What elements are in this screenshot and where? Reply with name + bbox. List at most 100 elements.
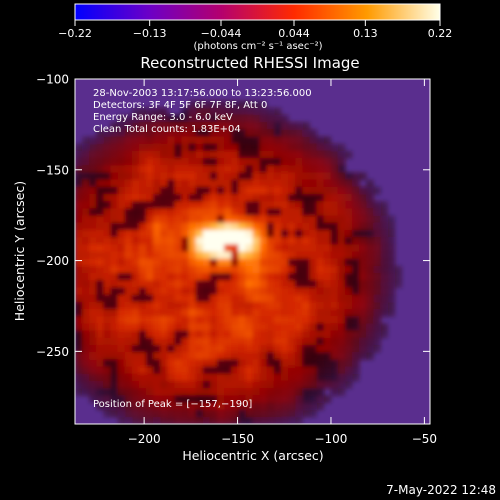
image-pixel	[202, 201, 211, 209]
image-pixel	[195, 194, 204, 202]
image-pixel	[309, 179, 317, 188]
image-pixel	[373, 344, 381, 353]
image-pixel	[124, 416, 133, 424]
image-pixel	[387, 273, 396, 281]
image-pixel	[245, 172, 254, 181]
image-pixel	[280, 388, 289, 396]
image-pixel	[89, 215, 97, 224]
image-pixel	[117, 136, 126, 145]
image-pixel	[103, 388, 112, 396]
image-pixel	[280, 352, 289, 360]
image-pixel	[110, 287, 119, 296]
image-pixel	[89, 150, 97, 159]
image-pixel	[96, 273, 104, 281]
image-pixel	[138, 273, 147, 281]
image-pixel	[96, 301, 104, 310]
image-pixel	[110, 294, 119, 303]
image-pixel	[188, 229, 197, 238]
image-pixel	[238, 237, 246, 245]
image-pixel	[273, 287, 282, 296]
image-pixel	[138, 344, 147, 353]
image-pixel	[195, 201, 204, 209]
image-pixel	[231, 237, 239, 245]
image-pixel	[224, 258, 232, 267]
image-pixel	[259, 100, 268, 109]
image-pixel	[195, 244, 204, 253]
image-pixel	[366, 344, 374, 353]
image-pixel	[238, 251, 246, 260]
image-pixel	[96, 143, 104, 152]
image-pixel	[266, 122, 275, 130]
image-pixel	[302, 258, 310, 267]
image-pixel	[217, 265, 225, 274]
image-pixel	[266, 402, 275, 411]
image-pixel	[188, 395, 197, 404]
image-pixel	[366, 244, 374, 253]
image-pixel	[174, 229, 183, 238]
image-pixel	[273, 366, 282, 375]
image-pixel	[344, 294, 353, 303]
image-pixel	[202, 301, 211, 310]
image-pixel	[245, 158, 254, 166]
image-pixel	[344, 316, 353, 324]
image-pixel	[167, 395, 175, 404]
image-pixel	[110, 409, 119, 418]
image-pixel	[309, 265, 317, 274]
image-pixel	[110, 402, 119, 411]
image-pixel	[295, 150, 303, 159]
image-pixel	[195, 359, 204, 368]
image-pixel	[273, 114, 282, 123]
image-pixel	[344, 258, 353, 267]
image-pixel	[217, 150, 225, 159]
image-pixel	[96, 258, 104, 267]
image-pixel	[110, 158, 119, 166]
image-pixel	[131, 344, 140, 353]
image-pixel	[288, 366, 296, 375]
image-pixel	[366, 186, 374, 195]
image-pixel	[288, 395, 296, 404]
image-pixel	[217, 208, 225, 217]
image-pixel	[273, 337, 282, 346]
image-pixel	[344, 251, 353, 260]
image-pixel	[174, 380, 183, 389]
image-pixel	[387, 215, 396, 224]
image-pixel	[103, 280, 112, 289]
image-pixel	[181, 352, 190, 360]
image-pixel	[110, 229, 119, 238]
image-pixel	[181, 280, 190, 289]
image-pixel	[259, 136, 268, 145]
image-pixel	[188, 287, 197, 296]
image-pixel	[89, 337, 97, 346]
image-pixel	[195, 337, 204, 346]
image-pixel	[146, 158, 154, 166]
image-pixel	[309, 229, 317, 238]
image-pixel	[138, 244, 147, 253]
x-tick-label: −200	[128, 432, 161, 446]
image-pixel	[323, 194, 332, 202]
image-pixel	[209, 136, 218, 145]
image-pixel	[195, 301, 204, 310]
image-pixel	[188, 337, 197, 346]
image-pixel	[238, 244, 246, 253]
image-pixel	[245, 215, 254, 224]
image-pixel	[146, 287, 154, 296]
image-pixel	[131, 366, 140, 375]
image-pixel	[181, 107, 190, 116]
image-pixel	[124, 129, 133, 138]
image-pixel	[323, 186, 332, 195]
image-pixel	[387, 309, 396, 317]
image-pixel	[302, 316, 310, 324]
image-pixel	[188, 316, 197, 324]
image-pixel	[302, 344, 310, 353]
image-pixel	[96, 222, 104, 231]
image-pixel	[252, 179, 261, 188]
image-pixel	[288, 165, 296, 174]
image-pixel	[387, 258, 396, 267]
image-pixel	[337, 366, 346, 375]
image-pixel	[252, 409, 261, 418]
image-pixel	[309, 273, 317, 281]
image-pixel	[273, 107, 282, 116]
image-pixel	[373, 258, 381, 267]
image-pixel	[224, 194, 232, 202]
image-pixel	[302, 287, 310, 296]
